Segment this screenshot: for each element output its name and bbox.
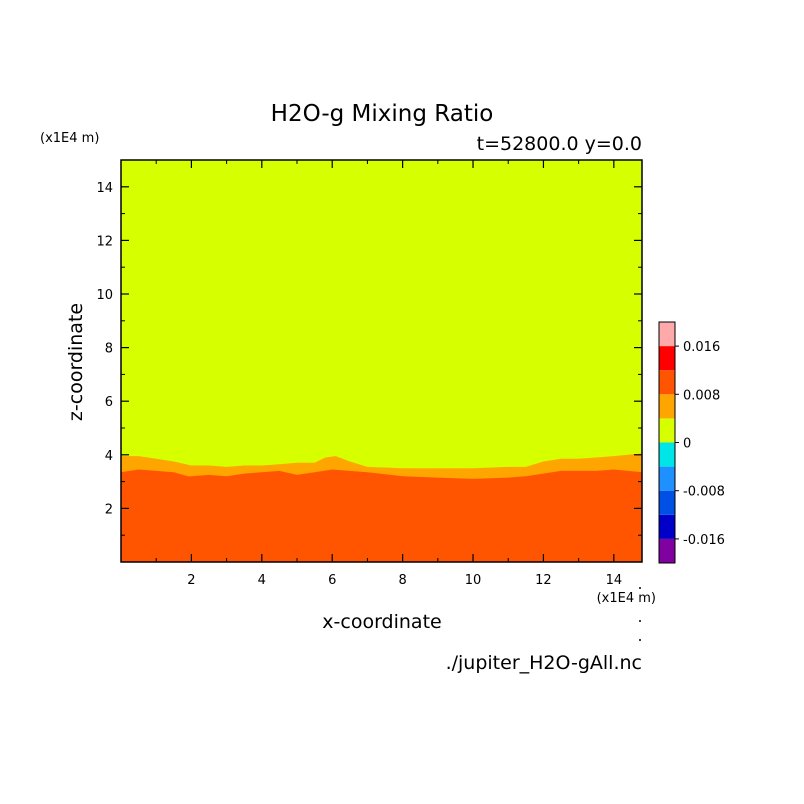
y-tick-label: 14 bbox=[96, 181, 113, 196]
marker-dot bbox=[639, 620, 641, 622]
colorbar-swatch bbox=[659, 514, 675, 539]
colorbar-swatch bbox=[659, 322, 675, 347]
y-tick-label: 8 bbox=[105, 342, 113, 357]
plot-frame bbox=[120, 159, 643, 563]
x-tick-label: 8 bbox=[398, 573, 406, 588]
x-tick-label: 2 bbox=[187, 573, 195, 588]
colorbar-swatch bbox=[659, 442, 675, 467]
region-bottom bbox=[121, 469, 642, 562]
y-tick-label: 10 bbox=[96, 288, 113, 303]
y-axis-unit: (x1E4 m) bbox=[40, 131, 99, 146]
colorbar-swatch bbox=[659, 370, 675, 395]
y-axis-label: z-coordinate bbox=[65, 303, 87, 421]
y-tick-label: 2 bbox=[105, 502, 113, 517]
x-tick-label: 12 bbox=[535, 573, 552, 588]
y-tick-label: 6 bbox=[105, 395, 113, 410]
colorbar-label: -0.016 bbox=[683, 533, 725, 548]
colorbar-swatch bbox=[659, 466, 675, 491]
x-axis-unit: (x1E4 m) bbox=[597, 591, 656, 606]
y-tick-label: 4 bbox=[105, 449, 113, 464]
y-tick-label: 12 bbox=[96, 234, 113, 249]
marker-dot bbox=[639, 587, 641, 589]
colorbar-swatch bbox=[659, 418, 675, 443]
colorbar-label: 0.008 bbox=[683, 388, 720, 403]
colorbar-label: 0 bbox=[683, 437, 691, 452]
x-tick-label: 14 bbox=[606, 573, 623, 588]
chart-title: H2O-g Mixing Ratio bbox=[271, 101, 494, 127]
y-axis-ticks: 2 4 6 8 10 12 14 bbox=[96, 181, 642, 536]
colorbar: -0.016 -0.008 0 0.008 0.016 bbox=[658, 321, 725, 564]
colorbar-label: -0.008 bbox=[683, 485, 725, 500]
x-tick-label: 4 bbox=[258, 573, 266, 588]
marker-dot bbox=[639, 639, 641, 641]
source-file-label: ./jupiter_H2O-gAll.nc bbox=[446, 652, 642, 674]
colorbar-swatch bbox=[659, 490, 675, 515]
x-axis-ticks: 2 4 6 8 10 12 14 bbox=[155, 160, 623, 588]
colorbar-swatch bbox=[659, 538, 675, 563]
contour-fill-layer bbox=[121, 160, 642, 562]
colorbar-label: 0.016 bbox=[683, 340, 720, 355]
colorbar-swatch bbox=[659, 394, 675, 419]
x-axis-label: x-coordinate bbox=[322, 611, 441, 633]
x-tick-label: 6 bbox=[328, 573, 336, 588]
chart-subtitle: t=52800.0 y=0.0 bbox=[477, 133, 642, 155]
colorbar-swatch bbox=[659, 346, 675, 371]
x-tick-label: 10 bbox=[465, 573, 482, 588]
